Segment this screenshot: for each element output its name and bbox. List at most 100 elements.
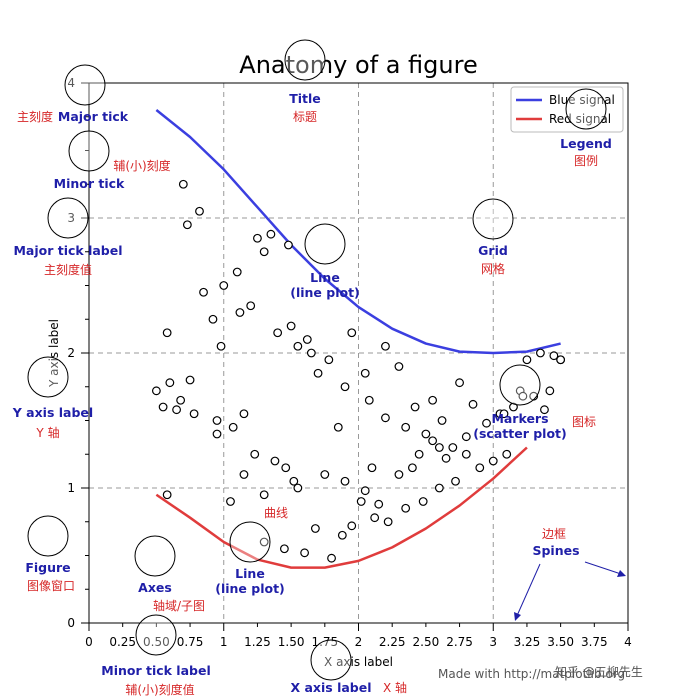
scatter-point [226,497,235,506]
scatter-point [381,341,390,351]
scatter-point [246,301,256,311]
x-tick-label: 1.75 [311,635,338,649]
scatter-point [502,449,512,459]
scatter-point [461,432,471,442]
scatter-point [475,463,485,473]
annotation-label: Axes [138,580,172,595]
scatter-point [381,413,390,423]
scatter-point [266,229,276,239]
scatter-point [270,456,280,466]
annotation-label-zh: 辅(小)刻度 [113,158,170,173]
scatter-point [518,391,528,401]
scatter-point [418,497,428,506]
annotation-circle [499,364,541,406]
x-tick-label: 1.25 [244,635,271,649]
x-tick-label: 0.75 [177,635,204,649]
annotation-label: Line [235,566,265,581]
annotation-label-zh: 辅(小)刻度值 [125,682,194,697]
scatter-point [509,402,518,412]
x-tick-label: 3.25 [514,635,541,649]
scatter-point [178,179,188,189]
scatter-point [428,395,438,405]
x-tick-label: 1 [220,635,228,649]
spines-arrow-right [584,561,625,576]
scatter-point [540,405,549,415]
x-tick-label: 1.50 [278,635,305,649]
scatter-point [556,355,566,365]
scatter-point [364,395,374,405]
series-line [155,109,561,355]
y-tick-label: 1 [67,481,75,495]
scatter-point [394,470,404,479]
scatter-point [212,429,222,439]
scatter-point [208,314,218,324]
annotation-circle [68,130,110,172]
scatter-point [259,247,269,257]
scatter-point [199,287,208,297]
scatter-point [172,405,181,415]
scatter-point [310,524,320,533]
legend-box [510,86,624,133]
scatter-point [340,476,350,486]
scatter-point [320,470,330,479]
scatter-point [162,328,172,338]
scatter-point [367,463,377,473]
annotation-label: (scatter plot) [473,426,566,441]
annotation-label-zh: 轴域/子图 [153,598,205,613]
annotation-label: Spines [532,543,579,558]
annotation-label: (line plot) [215,581,285,596]
annotation-label: Minor tick [54,176,125,191]
scatter-point [324,355,334,365]
x-tick-label: 0.50 [143,635,170,649]
scatter-point [337,530,347,540]
scatter-point [212,416,222,425]
scatter-point [279,544,289,554]
annotation-label-zh: 主刻度值 [44,262,92,277]
annotation-circle [229,521,271,563]
x-tick-label: 2.25 [379,635,406,649]
scatter-point [545,386,555,396]
spines-arrowhead-right [617,570,626,577]
annotation-label-zh: 标题 [293,110,317,124]
scatter-point [158,402,168,412]
scatter-point [239,470,249,479]
scatter-point [182,220,192,230]
scatter-point [360,486,370,496]
spines-arrow-bottom [515,563,541,619]
scatter-point [293,341,303,351]
scatter-point [401,503,411,513]
scatter-point [162,490,172,500]
scatter-point [216,341,226,351]
scatter-point [468,399,478,409]
scatter-point [347,328,357,338]
annotation-label-zh: 图像窗口 [27,579,75,593]
annotation-label: Y axis label [12,405,93,420]
scatter-point [250,449,260,459]
scatter-point [219,281,229,290]
scatter-point [356,497,366,506]
scatter-point [185,375,195,385]
x-tick-label: 4 [624,635,632,649]
legend-entry: Blue signal [549,93,615,107]
x-axis-label: X axis label [324,655,393,669]
scatter-point [281,463,291,473]
scatter-point [195,206,204,216]
y-tick-label: 4 [67,76,75,90]
annotation-label: Markers [491,411,548,426]
x-tick-label: 3.50 [547,635,574,649]
scatter-point [482,418,491,428]
scatter-point [441,453,451,463]
annotation-label-zh: Y 轴 [35,425,59,440]
scatter-point [340,382,350,392]
scatter-point [499,409,509,419]
annotation-label-zh: 图标 [572,415,596,429]
scatter-point [488,456,498,466]
scatter-point [253,233,262,243]
scatter-point [235,308,245,317]
annotation-label: Figure [25,560,70,575]
scatter-point [151,386,161,396]
scatter-point [302,335,312,344]
scatter-point [408,463,417,473]
scatter-point [284,240,293,250]
scatter-point [259,537,269,547]
